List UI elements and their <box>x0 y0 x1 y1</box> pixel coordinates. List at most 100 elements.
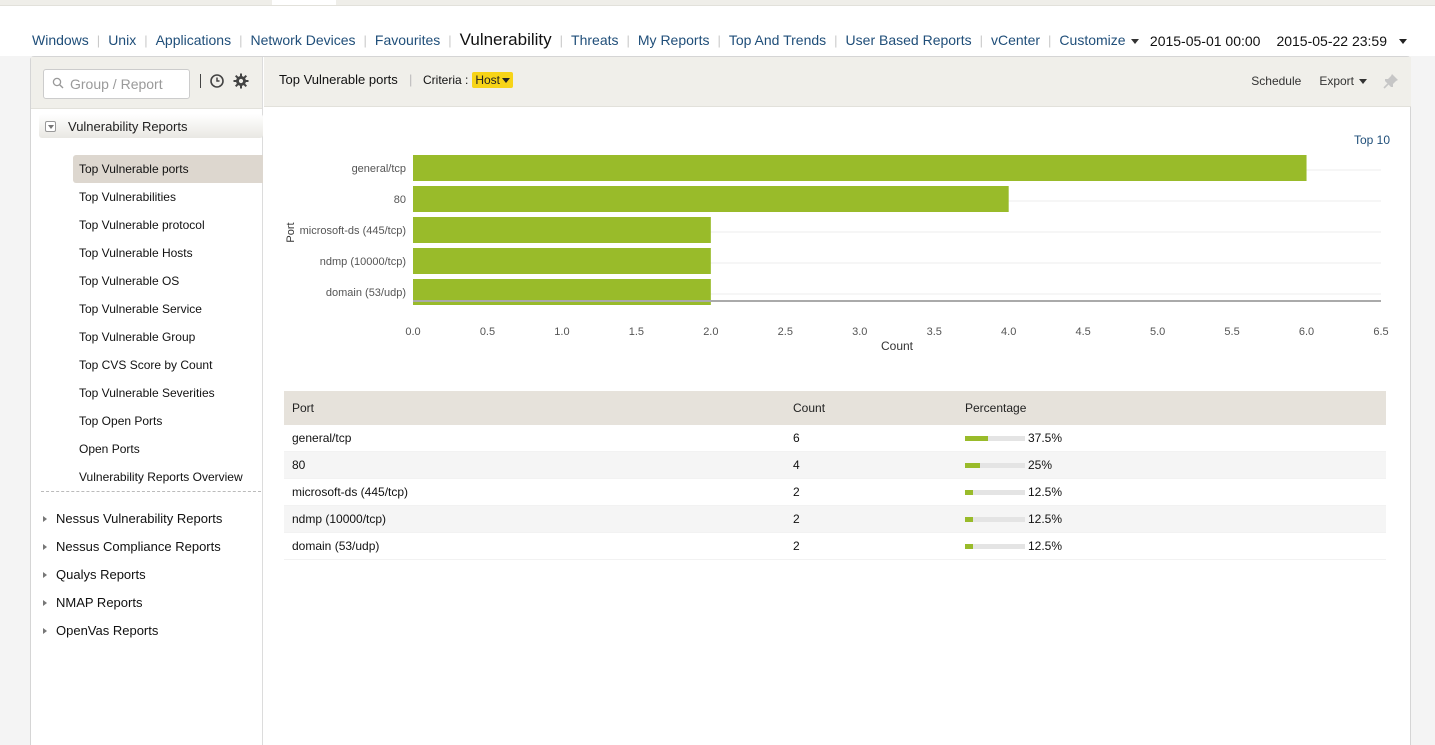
x-tick-label: 5.0 <box>1150 326 1165 338</box>
cell-percentage: 12.5% <box>957 512 1062 526</box>
sidebar-section-vulnerability-reports[interactable]: Vulnerability Reports <box>39 114 263 138</box>
x-axis-title: Count <box>881 339 914 353</box>
x-tick-label: 5.5 <box>1224 326 1239 338</box>
nav-item-network-devices[interactable]: Network Devices <box>250 32 356 48</box>
sidebar-item-top-vulnerable-protocol[interactable]: Top Vulnerable protocol <box>79 218 205 232</box>
nav-separator: | <box>834 32 838 48</box>
sidebar-item-top-open-ports[interactable]: Top Open Ports <box>79 414 163 428</box>
criteria-host-dropdown[interactable]: Host <box>472 72 514 88</box>
report-toolbar: Top Vulnerable ports | Criteria : Host S… <box>264 57 1411 107</box>
x-tick-label: 4.0 <box>1001 326 1016 338</box>
nav-item-windows[interactable]: Windows <box>32 32 89 48</box>
sidebar-item-top-vulnerable-ports[interactable]: Top Vulnerable ports <box>73 155 263 183</box>
nav-item-threats[interactable]: Threats <box>571 32 619 48</box>
sidebar-item-top-vulnerable-group[interactable]: Top Vulnerable Group <box>79 330 196 344</box>
expand-icon <box>43 516 47 522</box>
y-tick-label: domain (53/udp) <box>326 287 406 299</box>
sidebar-group-qualys[interactable]: Qualys Reports <box>43 561 222 589</box>
sidebar-group-label: Nessus Compliance Reports <box>56 539 221 554</box>
column-header-count[interactable]: Count <box>793 401 826 415</box>
table-row: domain (53/udp) 2 12.5% <box>284 533 1386 560</box>
cell-percentage: 37.5% <box>957 431 1062 445</box>
sidebar-group-openvas[interactable]: OpenVas Reports <box>43 617 222 645</box>
bar-0[interactable] <box>413 155 1307 181</box>
sidebar-item-top-vulnerable-severities[interactable]: Top Vulnerable Severities <box>79 386 215 400</box>
nav-item-favourites[interactable]: Favourites <box>374 32 441 48</box>
nav-separator: | <box>96 32 101 48</box>
sidebar: Vulnerability Reports Top Vulnerable por… <box>31 57 263 745</box>
sidebar-item-vulnerability-overview[interactable]: Vulnerability Reports Overview <box>79 470 243 484</box>
x-tick-label: 0.0 <box>405 326 420 338</box>
nav-separator: | <box>448 32 452 48</box>
percentage-value: 12.5% <box>1028 512 1063 526</box>
y-tick-label: microsoft-ds (445/tcp) <box>300 225 406 237</box>
chevron-down-icon[interactable] <box>1399 38 1407 44</box>
sidebar-item-top-vulnerable-service[interactable]: Top Vulnerable Service <box>79 302 202 316</box>
sidebar-group-nessus-vulnerability[interactable]: Nessus Vulnerability Reports <box>43 505 222 533</box>
bar-chart: general/tcp 80 microsoft-ds (445/tcp) ndmp … <box>285 155 1389 353</box>
percentage-value: 37.5% <box>1028 431 1063 445</box>
table-row: 80 4 25% <box>284 452 1386 479</box>
gear-icon[interactable] <box>233 73 249 89</box>
date-range-picker[interactable]: 2015-05-01 00:00 2015-05-22 23:59 <box>1150 33 1407 49</box>
chevron-down-icon <box>1359 79 1367 85</box>
percentage-value: 12.5% <box>1028 485 1063 499</box>
sidebar-group-list: Nessus Vulnerability Reports Nessus Comp… <box>43 505 222 645</box>
sidebar-group-nessus-compliance[interactable]: Nessus Compliance Reports <box>43 533 222 561</box>
date-range-end: 2015-05-22 23:59 <box>1276 33 1387 49</box>
nav-separator: | <box>144 32 148 48</box>
nav-separator: | <box>979 32 983 48</box>
sidebar-section-label: Vulnerability Reports <box>68 118 188 134</box>
report-title: Top Vulnerable ports <box>279 72 398 87</box>
top-strip-tab <box>272 0 336 5</box>
sidebar-group-label: Qualys Reports <box>56 567 146 582</box>
percentage-value: 12.5% <box>1028 539 1063 553</box>
bar-2[interactable] <box>413 217 711 243</box>
nav-item-vulnerability[interactable]: Vulnerability <box>459 30 552 49</box>
sidebar-report-list: Top Vulnerable ports Top Vulnerabilities… <box>73 155 263 491</box>
nav-item-customize[interactable]: Customize <box>1051 32 1146 48</box>
x-tick-label: 1.0 <box>554 326 569 338</box>
nav-item-top-and-trends[interactable]: Top And Trends <box>728 32 827 48</box>
y-tick-label: 80 <box>394 194 406 206</box>
x-tick-label: 4.5 <box>1076 326 1091 338</box>
sidebar-item-top-vulnerable-hosts[interactable]: Top Vulnerable Hosts <box>79 246 193 260</box>
bar-1[interactable] <box>413 186 1009 212</box>
sidebar-item-top-vulnerabilities[interactable]: Top Vulnerabilities <box>79 190 176 204</box>
report-frame: Vulnerability Reports Top Vulnerable por… <box>30 56 1411 745</box>
y-tick-label: general/tcp <box>352 163 406 175</box>
sidebar-item-open-ports[interactable]: Open Ports <box>79 442 140 456</box>
sidebar-group-label: NMAP Reports <box>56 595 143 610</box>
column-header-port[interactable]: Port <box>292 401 315 415</box>
cell-percentage: 12.5% <box>957 539 1062 553</box>
search-input[interactable] <box>70 75 185 93</box>
y-tick-label: ndmp (10000/tcp) <box>320 256 406 268</box>
nav-item-applications[interactable]: Applications <box>155 32 232 48</box>
top-10-filter[interactable]: Top 10 <box>1353 133 1390 147</box>
x-tick-label: 0.5 <box>480 326 495 338</box>
sidebar-item-top-cvs-score[interactable]: Top CVS Score by Count <box>79 358 213 372</box>
nav-separator: | <box>363 32 367 48</box>
x-tick-label: 1.5 <box>629 326 644 338</box>
nav-item-vcenter[interactable]: vCenter <box>991 32 1041 48</box>
data-table: Port Count Percentage general/tcp 6 37.5% 8… <box>284 391 1386 560</box>
nav-item-unix[interactable]: Unix <box>108 32 137 48</box>
criteria-label: Criteria : <box>423 73 469 87</box>
nav-item-my-reports[interactable]: My Reports <box>637 32 710 48</box>
pin-icon[interactable] <box>1383 73 1399 89</box>
schedule-button[interactable]: Schedule <box>1251 74 1302 88</box>
export-button[interactable]: Export <box>1319 74 1367 88</box>
sidebar-item-top-vulnerable-os[interactable]: Top Vulnerable OS <box>79 274 180 288</box>
cell-count: 2 <box>793 512 800 526</box>
table-header: Port Count Percentage <box>284 391 1386 425</box>
sidebar-group-label: OpenVas Reports <box>56 623 159 638</box>
clock-icon[interactable] <box>209 73 225 89</box>
bar-3[interactable] <box>413 248 711 274</box>
nav-item-user-based-reports[interactable]: User Based Reports <box>845 32 972 48</box>
percentage-bar-fill <box>965 543 973 549</box>
cell-port: general/tcp <box>292 431 352 445</box>
sidebar-group-nmap[interactable]: NMAP Reports <box>43 589 222 617</box>
x-tick-label: 2.0 <box>703 326 718 338</box>
column-header-percentage[interactable]: Percentage <box>965 401 1027 415</box>
x-tick-label: 6.5 <box>1373 326 1388 338</box>
